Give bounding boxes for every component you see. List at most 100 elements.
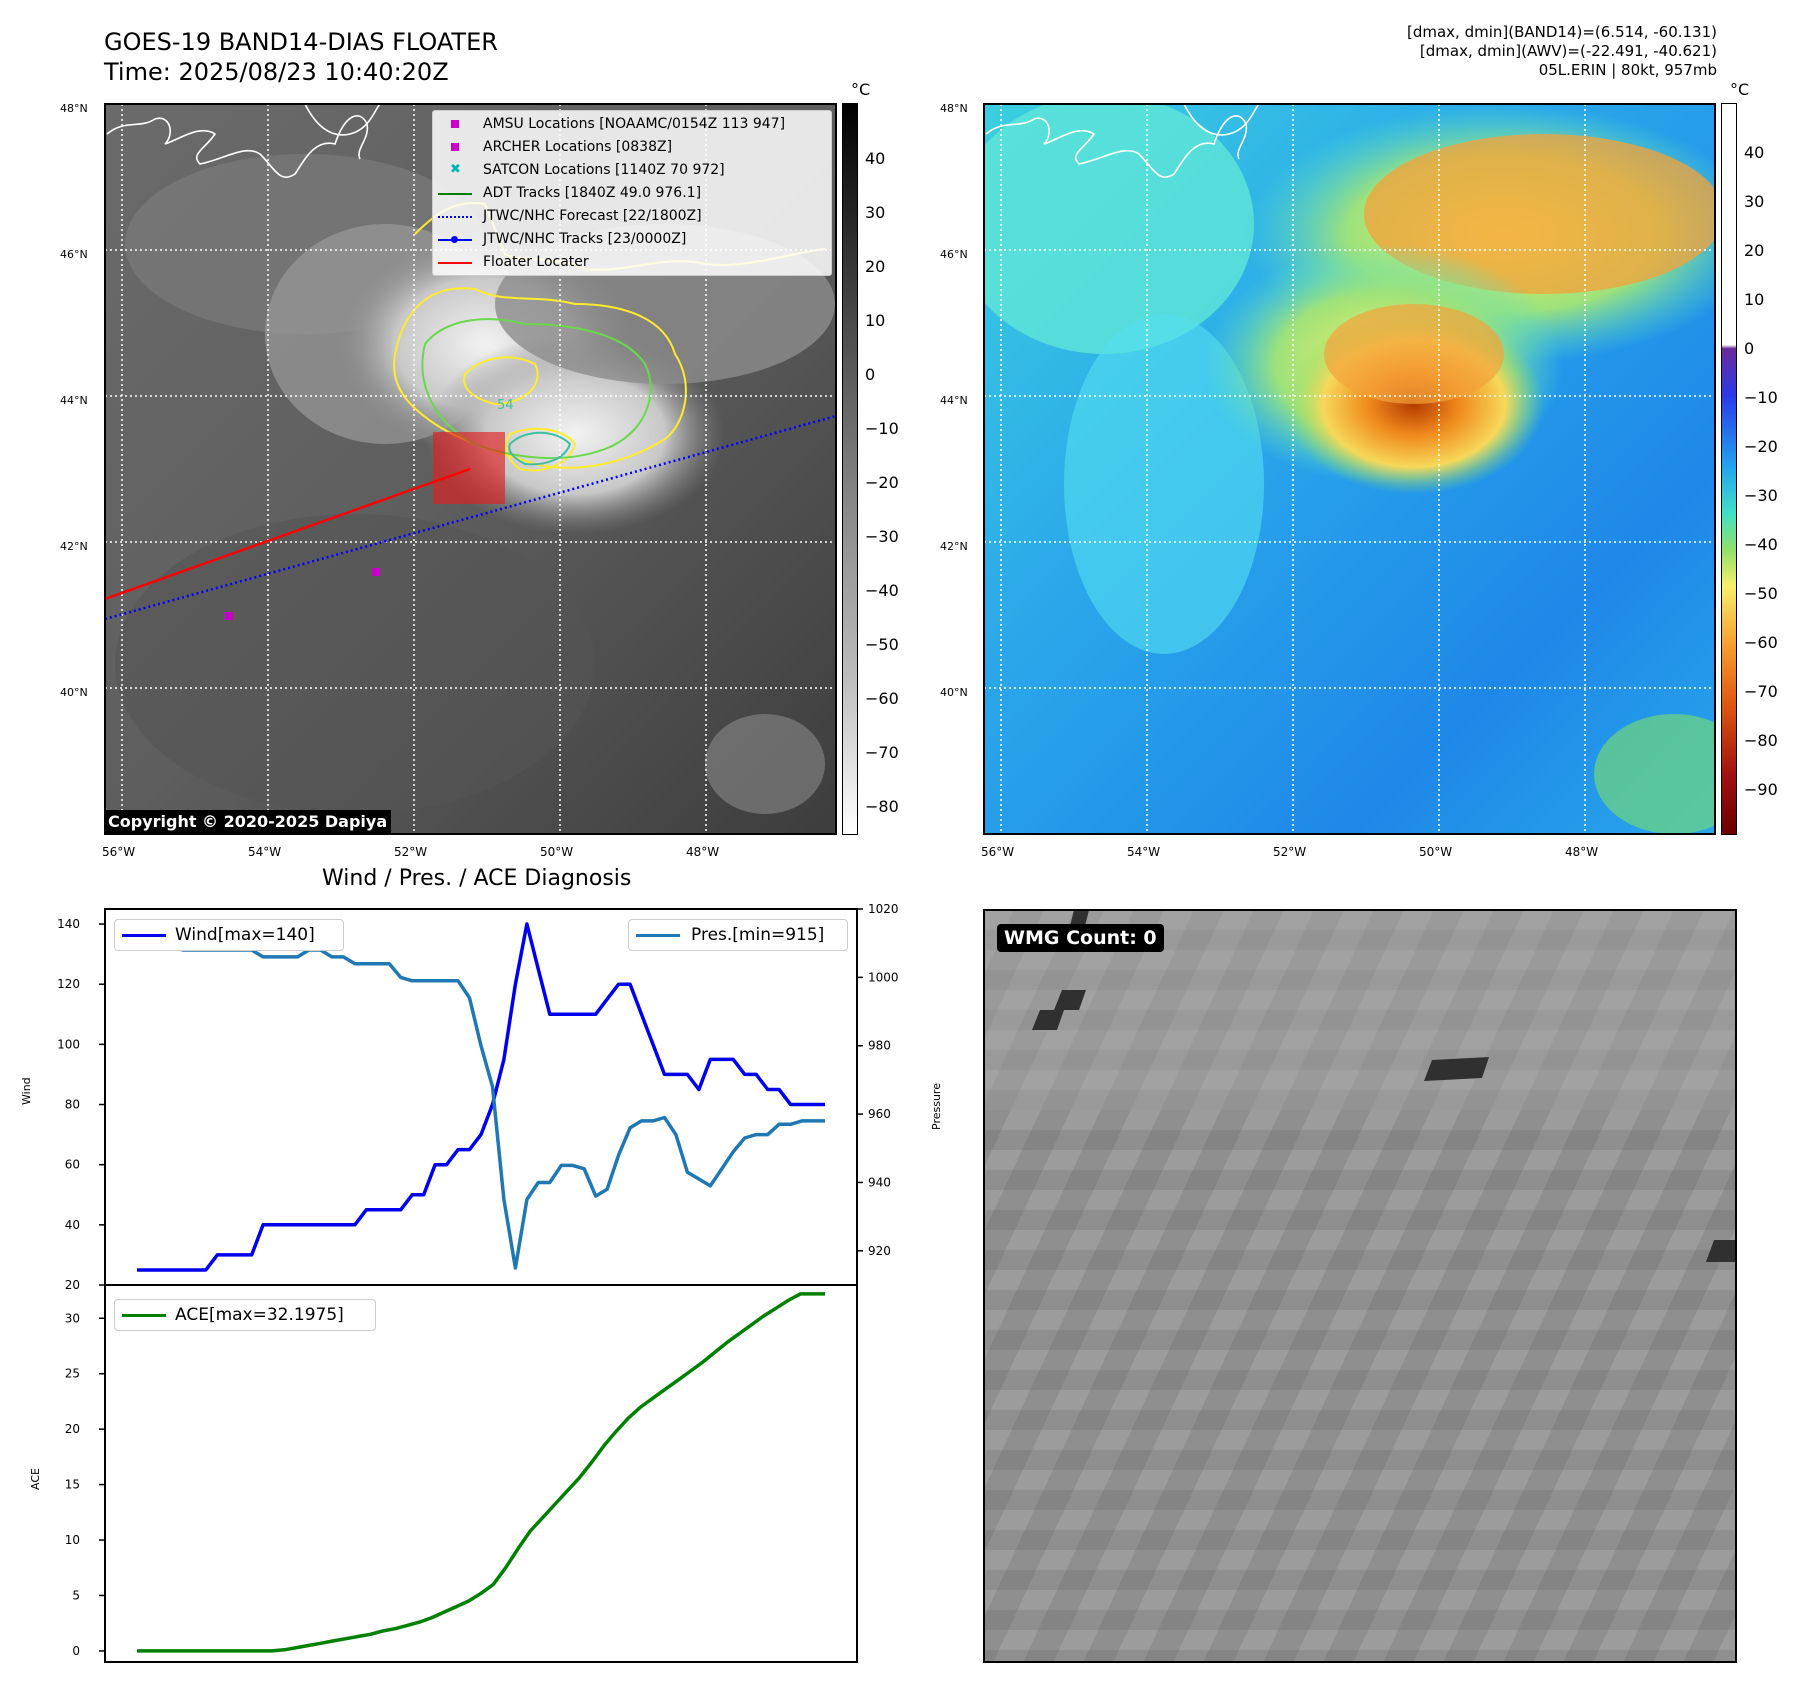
lat-tick: 48°N	[940, 102, 968, 115]
pressure-legend-line-icon	[636, 934, 680, 937]
adt-line-icon	[438, 193, 472, 195]
y-tick-label: 140	[57, 917, 80, 931]
wind-legend: Wind[max=140]	[114, 919, 344, 951]
lat-tick: 44°N	[940, 394, 968, 407]
y-tick-label: 25	[65, 1367, 80, 1381]
cb-tick: −20	[865, 473, 899, 492]
lat-tick: 48°N	[60, 102, 88, 115]
cb-tick: 20	[1744, 241, 1765, 260]
lat-tick: 40°N	[60, 686, 88, 699]
cb-tick: −10	[1744, 388, 1778, 407]
title-line-2: Time: 2025/08/23 10:40:20Z	[104, 58, 449, 86]
cb-tick: −30	[1744, 486, 1778, 505]
band14-stats: [dmax, dmin](BAND14)=(6.514, -60.131)	[1406, 23, 1717, 41]
ace-axis-label: ACE	[29, 1468, 42, 1490]
lon-tick: 54°W	[248, 845, 282, 859]
y-tick-label: 0	[72, 1644, 80, 1658]
cb-tick: −50	[865, 635, 899, 654]
y-tick-label: 980	[868, 1039, 891, 1053]
y-tick-label: 60	[65, 1158, 80, 1172]
awv-map-frame	[983, 103, 1716, 835]
pressure-legend: Pres.[min=915]	[628, 919, 848, 951]
y-tick-label: 1020	[868, 902, 899, 916]
wind-axis-label: Wind	[20, 1077, 33, 1105]
y-tick-label: 920	[868, 1244, 891, 1258]
y-tick-label: 120	[57, 977, 80, 991]
lat-tick: 46°N	[940, 248, 968, 261]
cb-tick: −10	[865, 419, 899, 438]
cb-tick: −40	[1744, 535, 1778, 554]
ace-legend-line-icon	[122, 1314, 166, 1317]
lon-tick: 48°W	[686, 845, 720, 859]
wmg-panel-frame	[983, 909, 1737, 1663]
satcon-x-icon: ✖	[450, 162, 461, 177]
ace-legend: ACE[max=32.1975]	[114, 1299, 376, 1331]
cb-tick: −70	[1744, 682, 1778, 701]
tracks-dot-icon	[451, 236, 458, 243]
diagnosis-title: Wind / Pres. / ACE Diagnosis	[322, 866, 632, 891]
y-tick-label: 10	[65, 1533, 80, 1547]
cb-tick: 30	[865, 203, 886, 222]
cb-tick: −30	[865, 527, 899, 546]
y-tick-label: 20	[65, 1422, 80, 1436]
cb-tick: −80	[865, 797, 899, 816]
lon-tick: 50°W	[1419, 845, 1453, 859]
cb-tick: −60	[1744, 633, 1778, 652]
wmg-panel	[984, 910, 1736, 1662]
lon-tick: 54°W	[1127, 845, 1161, 859]
lat-tick: 42°N	[60, 540, 88, 553]
ir-colorbar	[842, 103, 858, 835]
wind-series-line	[137, 922, 825, 1272]
cb-tick: −80	[1744, 731, 1778, 750]
chart-title: GOES-19 BAND14-DIAS FLOATER Time: 2025/0…	[104, 27, 498, 87]
colorbar-unit: °C	[1730, 80, 1750, 99]
floater-line-icon	[438, 262, 472, 264]
cb-tick: 20	[865, 257, 886, 276]
copyright-badge: Copyright © 2020-2025 Dapiya	[104, 810, 392, 833]
lat-tick: 44°N	[60, 394, 88, 407]
wmg-count-badge: WMG Count: 0	[997, 924, 1164, 952]
y-tick-label: 40	[65, 1218, 80, 1232]
lon-tick: 52°W	[1273, 845, 1307, 859]
awv-stats: [dmax, dmin](AWV)=(-22.491, -40.621)	[1419, 42, 1717, 60]
storm-info: 05L.ERIN | 80kt, 957mb	[1538, 61, 1717, 79]
lon-tick: 52°W	[394, 845, 428, 859]
y-tick-label: 5	[72, 1588, 80, 1602]
y-tick-label: 20	[65, 1278, 80, 1292]
colorbar-unit: °C	[851, 80, 871, 99]
cb-tick: 0	[865, 365, 876, 384]
lat-tick: 42°N	[940, 540, 968, 553]
wind-legend-line-icon	[122, 934, 166, 937]
y-tick-label: 15	[65, 1478, 80, 1492]
cb-tick: 0	[1744, 339, 1755, 358]
y-tick-label: 80	[65, 1098, 80, 1112]
cb-tick: 10	[865, 311, 886, 330]
cb-tick: −50	[1744, 584, 1778, 603]
lon-tick: 56°W	[102, 845, 136, 859]
awv-map	[984, 104, 1715, 834]
cb-tick: 40	[1744, 143, 1765, 162]
pressure-axis-label: Pressure	[930, 1083, 943, 1130]
y-tick-label: 30	[65, 1311, 80, 1325]
y-tick-label: 940	[868, 1175, 891, 1189]
pressure-series-line	[137, 924, 825, 1270]
y-tick-label: 100	[57, 1037, 80, 1051]
lat-tick: 46°N	[60, 248, 88, 261]
ir-map-frame	[104, 103, 837, 835]
title-line-1: GOES-19 BAND14-DIAS FLOATER	[104, 28, 498, 56]
awv-colorbar	[1721, 103, 1737, 835]
cb-tick: −90	[1744, 780, 1778, 799]
map-legend: AMSU Locations [NOAAMC/0154Z 113 947] AR…	[432, 110, 832, 276]
lon-tick: 48°W	[1565, 845, 1599, 859]
cb-tick: 40	[865, 149, 886, 168]
cb-tick: −60	[865, 689, 899, 708]
cb-tick: 10	[1744, 290, 1765, 309]
amsu-marker-icon	[451, 120, 459, 128]
ace-series-line	[137, 1292, 825, 1653]
cb-tick: −20	[1744, 437, 1778, 456]
lat-tick: 40°N	[940, 686, 968, 699]
y-tick-label: 1000	[868, 970, 899, 984]
lon-tick: 50°W	[540, 845, 574, 859]
archer-marker-icon	[451, 143, 459, 151]
cb-tick: 30	[1744, 192, 1765, 211]
